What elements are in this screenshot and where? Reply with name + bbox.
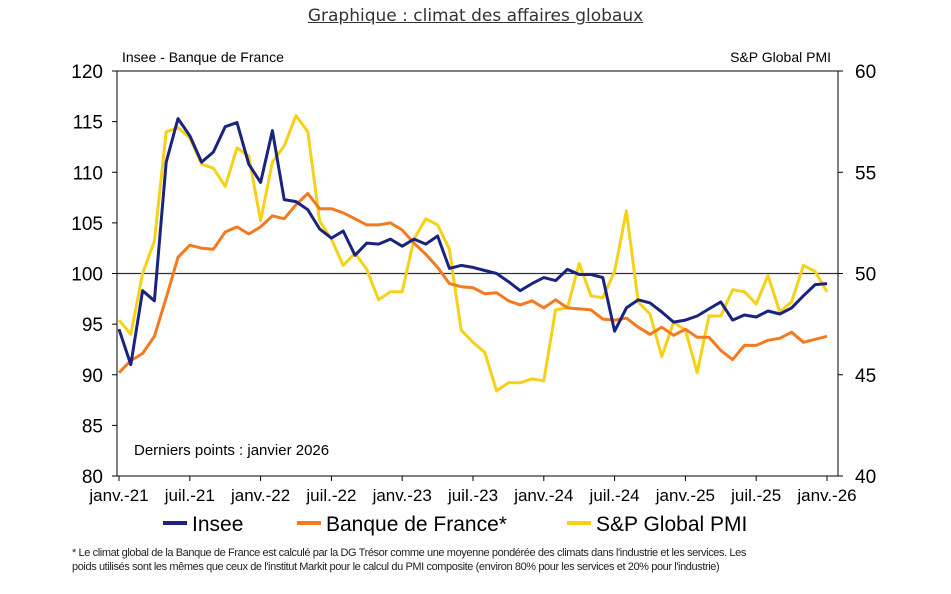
footnote-line-1: * Le climat global de la Banque de Franc… (72, 547, 746, 559)
right-tick-label: 60 (855, 62, 876, 83)
left-tick-label: 115 (73, 113, 103, 134)
series-lines (117, 114, 829, 393)
x-tick-label: juil.-23 (447, 486, 498, 505)
series-line-insee (117, 117, 828, 367)
left-tick-label: 80 (82, 467, 103, 488)
series-line-banque-de-france (117, 192, 828, 374)
left-axis: 80 85 90 95 100 105 110 115 120 (71, 62, 117, 488)
footnote: * Le climat global de la Banque de Franc… (72, 546, 872, 574)
x-tick-label: janv.-21 (88, 486, 148, 505)
left-tick-label: 105 (71, 214, 103, 235)
x-tick-label: janv.-23 (372, 486, 432, 505)
x-tick-label: juil.-22 (305, 486, 356, 505)
right-axis-label: S&P Global PMI (730, 49, 831, 65)
x-tick-label: janv.-22 (230, 486, 290, 505)
legend-label: Insee (192, 513, 243, 536)
x-tick-label: janv.-25 (655, 486, 715, 505)
left-axis-label: Insee - Banque de France (122, 49, 284, 65)
x-tick-label: juil.-21 (164, 486, 215, 505)
last-point-annotation: Derniers points : janvier 2026 (134, 442, 329, 459)
x-tick-label: janv.-26 (796, 486, 856, 505)
left-tick-label: 110 (73, 163, 103, 184)
left-tick-label: 90 (82, 366, 103, 387)
legend-label: Banque de France* (326, 513, 507, 536)
right-axis: 40 45 50 55 60 (838, 62, 876, 488)
legend: Insee Banque de France* S&P Global PMI (163, 513, 747, 536)
right-tick-label: 40 (855, 467, 876, 488)
right-tick-label: 50 (855, 265, 876, 286)
chart-title: Graphique : climat des affaires globaux (307, 6, 644, 26)
series-line-s-p-global-pmi (117, 114, 829, 393)
footnote-line-2: poids utilisés sont les mêmes que ceux d… (72, 561, 720, 573)
right-tick-label: 55 (855, 163, 876, 184)
left-tick-label: 120 (71, 62, 103, 83)
x-axis: janv.-21 juil.-21 janv.-22 juil.-22 janv.-23… (88, 476, 857, 505)
x-tick-label: juil.-25 (730, 486, 781, 505)
legend-label: S&P Global PMI (596, 513, 747, 536)
x-tick-label: janv.-24 (513, 486, 573, 505)
left-tick-label: 85 (82, 416, 103, 437)
left-tick-label: 100 (71, 265, 103, 286)
x-tick-label: juil.-24 (589, 486, 640, 505)
right-tick-label: 45 (855, 366, 876, 387)
left-tick-label: 95 (82, 315, 103, 336)
